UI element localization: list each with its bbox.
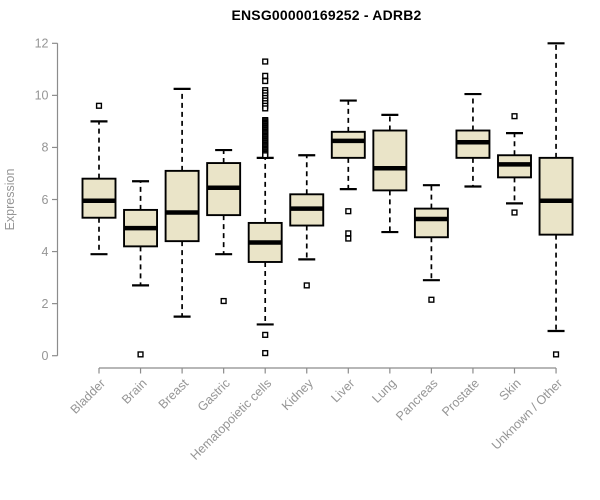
boxplot-gastric bbox=[206, 148, 242, 305]
boxplot-unknown-other bbox=[538, 42, 574, 358]
outlier-point bbox=[428, 296, 435, 303]
x-tick-label-breast: Breast bbox=[156, 376, 192, 412]
outlier-point bbox=[345, 230, 352, 237]
y-tick-label: 6 bbox=[42, 193, 49, 207]
iqr-box bbox=[81, 177, 117, 219]
x-tick-label-unknown-other: Unknown / Other bbox=[489, 376, 565, 452]
x-tick-label-skin: Skin bbox=[497, 376, 524, 403]
outlier-point bbox=[95, 102, 103, 109]
boxplot-bladder bbox=[81, 102, 117, 256]
x-tick-label-pancreas: Pancreas bbox=[393, 376, 440, 423]
outlier-point bbox=[303, 282, 310, 289]
boxplot-pancreas bbox=[413, 184, 449, 303]
outlier-point bbox=[262, 105, 269, 112]
chart-title: ENSG00000169252 - ADRB2 bbox=[231, 7, 422, 23]
iqr-box bbox=[413, 207, 449, 239]
outlier-point bbox=[262, 58, 269, 65]
outlier-point bbox=[511, 209, 518, 216]
y-axis: 0 2 4 6 8 10 12 Expression bbox=[3, 37, 59, 363]
outlier-point bbox=[262, 349, 269, 357]
outlier-point bbox=[552, 351, 560, 358]
x-tick-label-lung: Lung bbox=[369, 376, 399, 406]
outlier-point bbox=[262, 72, 269, 79]
x-tick-label-hematopoietic-cells: Hematopoietic cells bbox=[188, 376, 275, 463]
y-tick-label: 10 bbox=[35, 89, 49, 103]
boxplot-breast bbox=[164, 87, 200, 318]
boxplot-hematopoietic-cells bbox=[247, 58, 283, 357]
iqr-box bbox=[372, 129, 408, 192]
x-tick-label-kidney: Kidney bbox=[279, 376, 316, 413]
boxplot-prostate bbox=[455, 92, 491, 188]
outlier-point bbox=[262, 152, 269, 159]
outlier-point bbox=[137, 351, 144, 358]
y-tick-label: 8 bbox=[42, 141, 49, 155]
y-tick-label: 0 bbox=[42, 349, 49, 363]
outlier-point bbox=[345, 235, 352, 242]
x-tick-label-gastric: Gastric bbox=[195, 376, 233, 414]
boxplot-lung bbox=[372, 113, 408, 234]
boxplot-skin bbox=[497, 113, 532, 216]
outlier-point bbox=[345, 208, 352, 215]
x-tick-label-bladder: Bladder bbox=[68, 376, 108, 416]
iqr-box bbox=[164, 169, 200, 243]
outlier-point bbox=[511, 113, 518, 120]
iqr-box bbox=[330, 130, 366, 159]
x-tick-label-prostate: Prostate bbox=[439, 376, 482, 419]
boxplot-kidney bbox=[289, 154, 325, 289]
boxplot-liver bbox=[330, 99, 366, 242]
iqr-box bbox=[538, 156, 574, 236]
outlier-point bbox=[262, 331, 269, 338]
x-tick-label-liver: Liver bbox=[328, 376, 357, 405]
outlier-point bbox=[262, 77, 269, 85]
boxplot-brain bbox=[123, 180, 159, 358]
y-tick-label: 4 bbox=[42, 245, 49, 259]
y-tick-label: 12 bbox=[35, 37, 49, 51]
outlier-point bbox=[220, 297, 227, 305]
x-tick-label-brain: Brain bbox=[119, 376, 150, 407]
y-axis-title: Expression bbox=[3, 169, 17, 231]
y-tick-label: 2 bbox=[42, 297, 49, 311]
